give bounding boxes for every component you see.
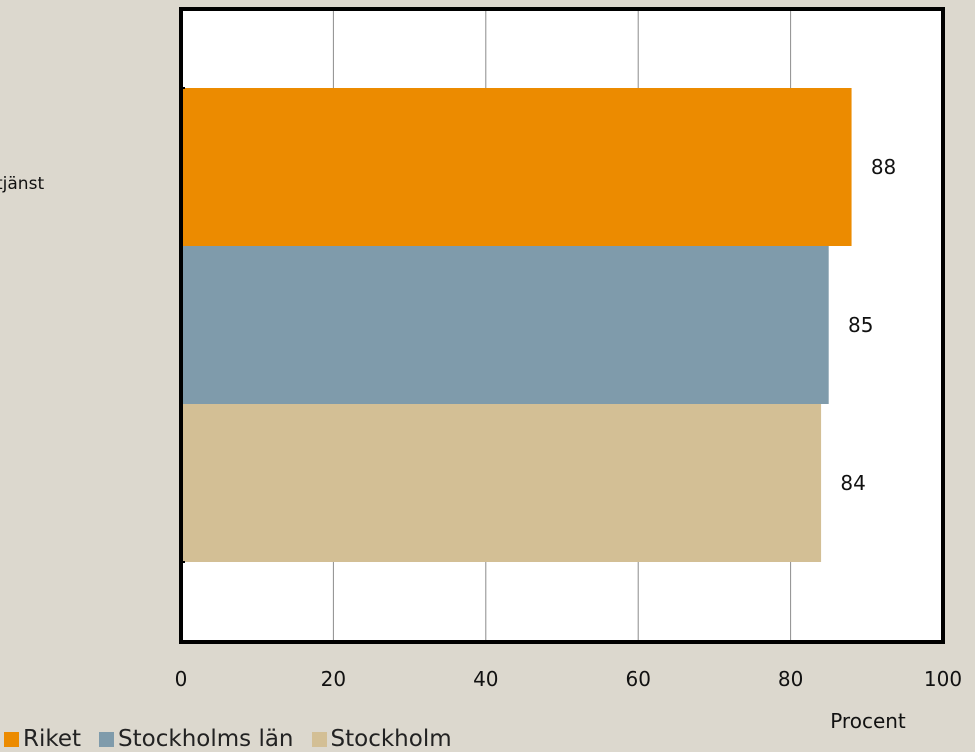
legend-label-stockholm: Stockholm <box>330 726 452 752</box>
category-label: tjänst <box>0 174 44 194</box>
x-tick-label-40: 40 <box>473 667 498 691</box>
legend-swatch-stockholms-lan <box>99 731 115 747</box>
value-labels: 88 85 84 <box>840 155 896 495</box>
x-tick-label-80: 80 <box>778 667 803 691</box>
bar-stockholms-län <box>181 246 829 404</box>
legend-label-riket: Riket <box>23 726 82 752</box>
legend-item-stockholms-lan: Stockholms län <box>99 726 294 752</box>
data-label-riket: 88 <box>871 155 896 179</box>
bars <box>181 88 852 562</box>
legend-swatch-riket <box>4 731 19 747</box>
x-tick-label-20: 20 <box>321 667 346 691</box>
y-axis-ticks <box>179 87 185 563</box>
x-axis-label: Procent <box>830 709 906 733</box>
data-label-stockholms-län: 85 <box>848 313 873 337</box>
legend-item-riket: Riket <box>4 726 81 752</box>
x-tick-label-0: 0 <box>175 667 188 691</box>
legend: Riket Stockholms län Stockholm <box>4 726 470 752</box>
x-axis-tick-labels: 0 20 40 60 80 100 <box>175 667 962 691</box>
x-tick-label-60: 60 <box>625 667 650 691</box>
plot-border <box>179 7 945 644</box>
x-tick-label-100: 100 <box>924 667 962 691</box>
legend-swatch-stockholm <box>311 731 327 747</box>
bar-stockholm <box>181 404 822 562</box>
legend-item-stockholm: Stockholm <box>311 726 452 752</box>
data-label-stockholm: 84 <box>840 471 865 495</box>
bar-riket <box>181 88 852 246</box>
legend-label-stockholms-lan: Stockholms län <box>118 726 294 752</box>
